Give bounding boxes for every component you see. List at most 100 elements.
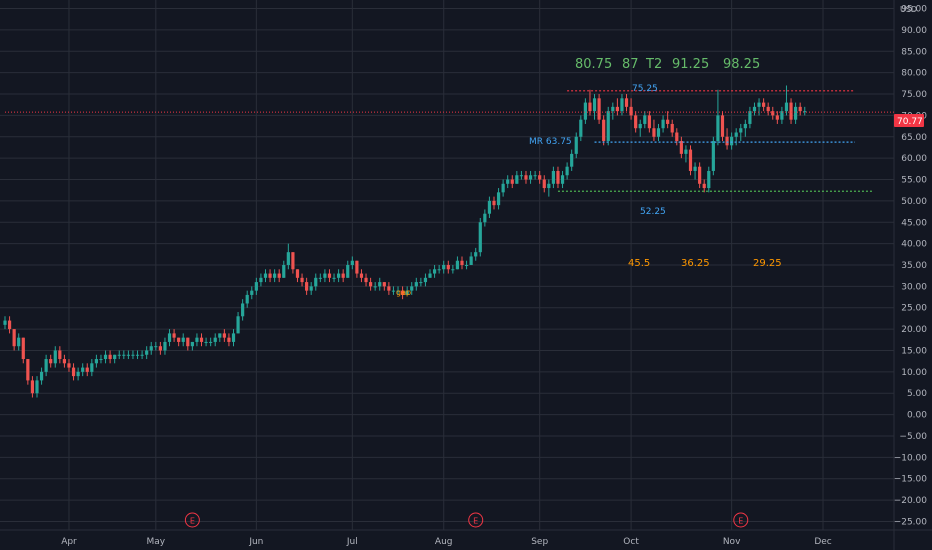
x-tick-label: May <box>147 537 166 547</box>
candle <box>332 273 336 283</box>
earnings-marker: E <box>468 512 484 528</box>
candle-body <box>620 98 624 112</box>
candle <box>400 286 405 300</box>
candle <box>131 350 135 360</box>
candle-body <box>359 273 364 278</box>
candle <box>350 256 354 270</box>
candle <box>419 277 423 287</box>
candle <box>592 94 597 120</box>
y-tick-label: 55.00 <box>901 176 927 186</box>
candle-body <box>647 115 651 129</box>
candle-body <box>268 273 272 278</box>
candle <box>464 260 469 270</box>
candle-body <box>291 252 295 270</box>
candle <box>711 136 715 176</box>
target-label: 87 <box>622 57 639 72</box>
candle-body <box>218 333 222 338</box>
candle-body <box>167 333 172 342</box>
candle-body <box>158 346 162 351</box>
candle <box>688 145 693 176</box>
candle-body <box>693 166 697 171</box>
candle <box>295 269 300 283</box>
y-tick-label: 35.00 <box>901 261 927 271</box>
annotations: 80.75 87 T2 91.25 98.25 75.25 MR 63.75 5… <box>396 57 782 297</box>
candle-body <box>103 354 108 360</box>
candle-body <box>414 282 418 287</box>
candle-body <box>81 367 85 372</box>
candle-body <box>592 98 597 112</box>
candle-body <box>145 350 149 355</box>
candle <box>373 282 377 291</box>
candle-body <box>332 277 336 279</box>
candle-body <box>638 123 642 129</box>
candle-body <box>698 166 702 184</box>
y-tick-label: 90.00 <box>901 26 927 36</box>
candle-body <box>186 337 190 347</box>
candle <box>702 179 706 193</box>
candle-body <box>259 277 263 283</box>
candle-body <box>3 320 7 325</box>
candle <box>222 329 226 342</box>
candle <box>606 106 610 146</box>
candle-body <box>149 346 153 351</box>
candle <box>113 354 117 364</box>
candle-body <box>542 179 546 189</box>
candle-body <box>44 359 48 372</box>
candle-body <box>565 166 569 176</box>
candle <box>446 260 450 274</box>
candle-body <box>227 337 231 342</box>
candle <box>369 277 373 291</box>
candle-body <box>163 341 167 351</box>
candle-body <box>538 175 542 180</box>
last-price-label: 70.77 <box>897 117 923 127</box>
candle-body <box>707 170 711 189</box>
candle <box>794 102 798 124</box>
candle <box>213 333 217 347</box>
candle <box>624 94 629 112</box>
candle-body <box>496 192 501 206</box>
x-tick-label: Aug <box>435 537 453 547</box>
candle <box>483 209 487 227</box>
candle <box>597 94 601 124</box>
candle-body <box>140 354 144 356</box>
candle-body <box>428 273 432 278</box>
currency-label: USD <box>900 5 917 14</box>
candle-body <box>474 252 478 257</box>
x-tick-label: Dec <box>814 537 831 547</box>
candle <box>437 265 441 274</box>
candle <box>53 346 57 368</box>
candle-body <box>602 119 606 142</box>
candle-body <box>263 273 268 278</box>
candle <box>337 269 341 283</box>
y-tick-label: 75.00 <box>901 90 927 100</box>
candle <box>140 350 144 360</box>
candle <box>341 269 345 283</box>
candle-body <box>734 132 738 137</box>
candle <box>35 376 39 398</box>
target-label: 80.75 <box>575 57 612 72</box>
earnings-marker-label: E <box>190 517 195 526</box>
candle <box>506 175 510 189</box>
candle-body <box>26 359 30 381</box>
y-tick-label: 30.00 <box>901 282 927 292</box>
candle-body <box>396 290 400 292</box>
candle-body <box>492 200 496 206</box>
candle-body <box>515 175 519 184</box>
candle-body <box>510 179 514 184</box>
candle-body <box>798 106 802 112</box>
candle-body <box>135 354 140 356</box>
x-tick-label: Jul <box>346 537 358 547</box>
candle <box>766 102 770 116</box>
candle <box>707 166 711 193</box>
candle-body <box>748 111 752 124</box>
candle <box>163 337 167 355</box>
candle <box>195 333 199 347</box>
candle-body <box>49 359 53 364</box>
candle <box>656 123 661 142</box>
candle-body <box>204 341 208 343</box>
candle-body <box>556 170 560 184</box>
candle <box>432 265 437 278</box>
candle-body <box>730 136 734 146</box>
